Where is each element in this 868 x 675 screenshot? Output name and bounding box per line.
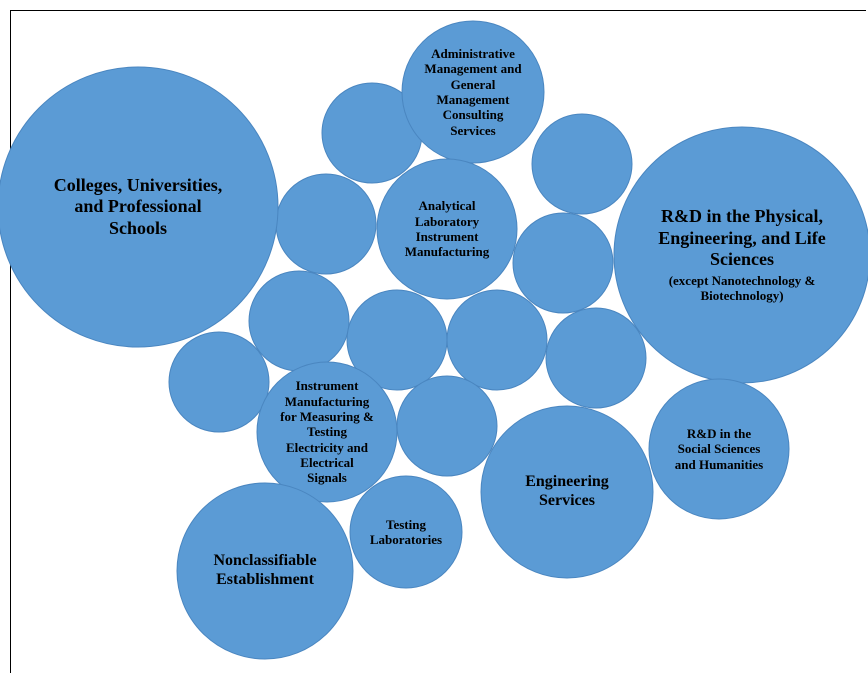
bubble-label-subline: Biotechnology) bbox=[700, 288, 784, 304]
bubble-label-line: Instrument bbox=[295, 378, 359, 394]
bubble-label-line: Social Sciences bbox=[677, 441, 761, 457]
bubble-label-line: Services bbox=[539, 492, 595, 509]
bubble-label-line: Manufacturing bbox=[284, 393, 370, 409]
unlabeled-bubble-9 bbox=[168, 331, 270, 433]
bubble-label-nonclassifiable: Nonclassifiable Establishment bbox=[190, 483, 340, 659]
bubble-colleges bbox=[0, 66, 279, 348]
diagram-frame bbox=[10, 10, 866, 673]
bubble-label-line: Nonclassifiable bbox=[213, 552, 317, 570]
bubble-nonclassifiable bbox=[176, 482, 354, 660]
bubble-label-line: Signals bbox=[307, 470, 347, 486]
bubble-label-line: and Professional bbox=[74, 196, 202, 217]
bubble-analytical-lab bbox=[376, 158, 518, 300]
bubble-label-line: Electricity and bbox=[286, 439, 368, 455]
unlabeled-bubble-7 bbox=[446, 289, 548, 391]
bubble-label-admin-consulting: Administrative Management and General Manag… bbox=[413, 21, 533, 163]
bubble-engineering-services bbox=[480, 405, 654, 579]
bubble-label-line: Establishment bbox=[216, 571, 314, 588]
bubble-label-line: Manufacturing bbox=[404, 244, 490, 260]
bubble-label-line: Analytical bbox=[418, 198, 476, 214]
bubble-label-testing-labs: Testing Laboratories bbox=[356, 476, 456, 588]
bubble-label-subline: (except Nanotechnology & bbox=[668, 273, 816, 289]
unlabeled-bubble-3 bbox=[275, 173, 377, 275]
bubble-label-engineering-services: Engineering Services bbox=[497, 406, 637, 578]
bubble-label-line: Administrative bbox=[431, 46, 515, 62]
bubble-label-line: Schools bbox=[108, 217, 168, 238]
unlabeled-bubble-5 bbox=[248, 270, 350, 372]
bubble-label-line: Electrical bbox=[300, 454, 354, 470]
bubble-label-line: for Measuring & bbox=[280, 409, 374, 424]
bubble-admin-consulting bbox=[401, 20, 545, 164]
bubble-testing-labs bbox=[349, 475, 463, 589]
bubble-label-line: General bbox=[450, 76, 496, 92]
bubble-label-line: R&D in the bbox=[686, 426, 752, 441]
bubble-label-line: Sciences bbox=[710, 248, 774, 269]
unlabeled-bubble-8 bbox=[545, 307, 647, 409]
bubble-label-line: Services bbox=[450, 122, 496, 138]
bubble-label-line: Testing bbox=[307, 424, 347, 440]
bubble-label-line: Management and bbox=[424, 61, 522, 77]
bubble-instrument-measuring bbox=[256, 361, 398, 503]
unlabeled-bubble-4 bbox=[512, 212, 614, 314]
bubble-label-line: Instrument bbox=[415, 229, 479, 244]
bubble-label-instrument-measuring: Instrument Manufacturing for Measuring & Te… bbox=[267, 362, 387, 502]
bubble-label-line: Testing bbox=[386, 516, 426, 532]
bubble-label-rnd-physical: R&D in the Physical, Engineering, and Lif… bbox=[627, 127, 857, 383]
bubble-label-rnd-social: R&D in the Social Sciences and Humanities bbox=[659, 379, 779, 519]
bubble-label-analytical-lab: Analytical Laboratory Instrument Manufactur… bbox=[390, 159, 505, 299]
unlabeled-bubble-10 bbox=[396, 375, 498, 477]
bubble-label-colleges: Colleges, Universities, and Professional S… bbox=[18, 67, 258, 347]
bubble-label-line: and Humanities bbox=[674, 456, 764, 472]
bubble-label-line: Laboratory bbox=[414, 213, 480, 229]
bubble-label-line: R&D in the Physical, bbox=[661, 206, 823, 227]
bubble-label-line: Colleges, Universities, bbox=[53, 175, 223, 196]
bubble-label-line: Management bbox=[436, 92, 510, 107]
bubble-label-line: Engineering bbox=[525, 473, 609, 491]
bubble-rnd-social bbox=[648, 378, 790, 520]
bubble-label-line: Laboratories bbox=[369, 532, 443, 547]
bubble-label-line: Engineering, and Life bbox=[658, 227, 826, 248]
unlabeled-bubble-2 bbox=[531, 113, 633, 215]
bubble-label-line: Consulting bbox=[442, 107, 504, 123]
